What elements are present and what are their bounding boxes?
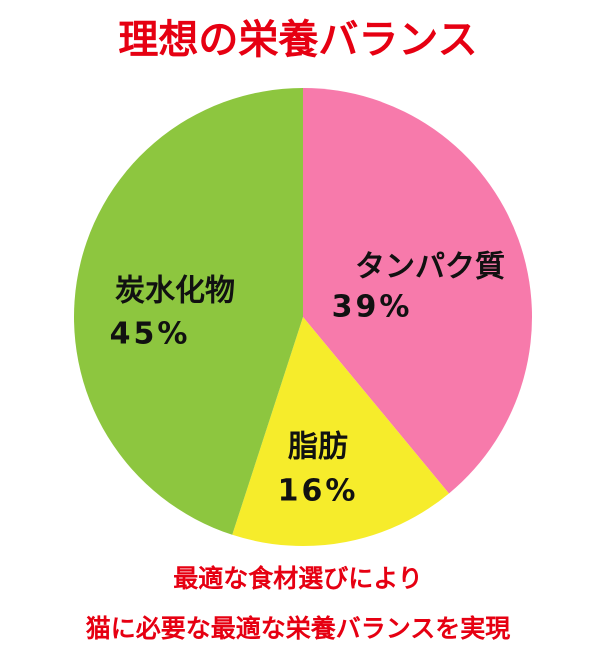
pie-slice — [232, 317, 449, 546]
pie-slice — [303, 88, 532, 494]
caption: 猫に必要な最適な栄養バランスを実現 — [86, 614, 511, 643]
caption: 最適な食材選びにより — [173, 564, 423, 593]
pie-slice — [74, 88, 303, 535]
slice-value-label: 16% — [278, 474, 359, 509]
slice-value-label: 45% — [110, 317, 191, 352]
slice-value-label: 39% — [332, 290, 413, 325]
chart-title: 理想の栄養バランス — [118, 17, 477, 63]
slice-label: タンパク質 — [355, 250, 505, 285]
slice-label: 脂肪 — [288, 430, 348, 465]
slice-label: 炭水化物 — [115, 274, 235, 309]
